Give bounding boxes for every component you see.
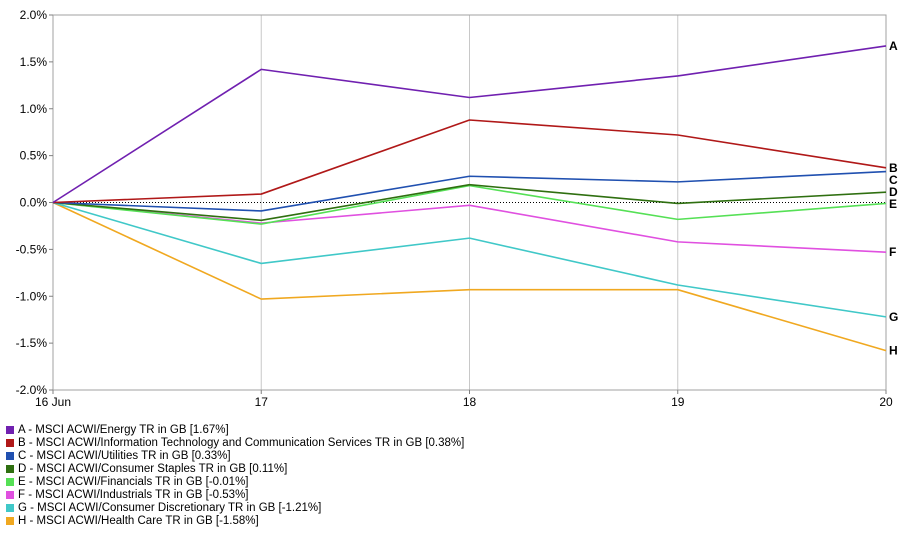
series-end-label: F [889, 245, 896, 259]
legend-label: E - MSCI ACWI/Financials TR in GB [-0.01… [18, 476, 249, 488]
series-line-b [52, 119, 887, 204]
legend-item: D - MSCI ACWI/Consumer Staples TR in GB … [6, 463, 464, 476]
series-end-label: B [889, 161, 898, 175]
legend-label: G - MSCI ACWI/Consumer Discretionary TR … [18, 502, 322, 514]
legend-swatch [6, 491, 14, 499]
legend-item: B - MSCI ACWI/Information Technology and… [6, 437, 464, 450]
legend-label: A - MSCI ACWI/Energy TR in GB [1.67%] [18, 424, 229, 436]
series-end-label: G [889, 310, 898, 324]
legend-label: F - MSCI ACWI/Industrials TR in GB [-0.5… [18, 489, 249, 501]
y-tick-label: -1.0% [16, 289, 48, 303]
x-axis-ticks: 16 Jun 17 18 19 20 [35, 390, 893, 409]
series-line-d [52, 183, 887, 222]
legend-swatch [6, 439, 14, 447]
series-line-h [52, 201, 887, 352]
legend-swatch [6, 504, 14, 512]
legend-item: G - MSCI ACWI/Consumer Discretionary TR … [6, 502, 464, 515]
legend-label: H - MSCI ACWI/Health Care TR in GB [-1.5… [18, 515, 259, 527]
legend-item: E - MSCI ACWI/Financials TR in GB [-0.01… [6, 476, 464, 489]
y-tick-label: 2.0% [20, 8, 48, 22]
y-tick-label: -0.5% [16, 242, 48, 256]
series-lines [52, 45, 887, 352]
series-line-c [52, 170, 887, 212]
x-tick-label: 20 [879, 395, 893, 409]
legend-swatch [6, 478, 14, 486]
legend-label: C - MSCI ACWI/Utilities TR in GB [0.33%] [18, 450, 231, 462]
legend: A - MSCI ACWI/Energy TR in GB [1.67%] B -… [6, 424, 464, 528]
grid-lines [52, 14, 887, 391]
x-tick-label: 19 [671, 395, 685, 409]
y-tick-label: 0.5% [20, 149, 48, 163]
legend-item: F - MSCI ACWI/Industrials TR in GB [-0.5… [6, 489, 464, 502]
y-tick-label: -1.5% [16, 336, 48, 350]
x-tick-label: 18 [463, 395, 477, 409]
legend-item: H - MSCI ACWI/Health Care TR in GB [-1.5… [6, 515, 464, 528]
x-tick-label: 16 Jun [35, 395, 71, 409]
legend-swatch [6, 465, 14, 473]
series-end-label: H [889, 344, 898, 358]
y-axis-ticks: 2.0% 1.5% 1.0% 0.5% 0.0% -0.5% -1.0% -1.5% -2.0% [16, 8, 53, 397]
legend-item: A - MSCI ACWI/Energy TR in GB [1.67%] [6, 424, 464, 437]
x-tick-label: 17 [255, 395, 269, 409]
series-end-label: D [889, 185, 898, 199]
legend-swatch [6, 426, 14, 434]
y-tick-label: -2.0% [16, 383, 48, 397]
y-tick-label: 0.0% [20, 196, 48, 210]
legend-item: C - MSCI ACWI/Utilities TR in GB [0.33%] [6, 450, 464, 463]
legend-label: D - MSCI ACWI/Consumer Staples TR in GB … [18, 463, 288, 475]
y-tick-label: 1.0% [20, 102, 48, 116]
series-line-a [52, 45, 887, 204]
series-line-e [52, 184, 887, 225]
legend-swatch [6, 517, 14, 525]
series-end-label: E [889, 197, 897, 211]
y-tick-label: 1.5% [20, 55, 48, 69]
legend-label: B - MSCI ACWI/Information Technology and… [18, 437, 465, 449]
series-line-g [52, 201, 887, 318]
series-end-label: A [889, 39, 898, 53]
legend-swatch [6, 452, 14, 460]
series-end-label: C [889, 173, 898, 187]
